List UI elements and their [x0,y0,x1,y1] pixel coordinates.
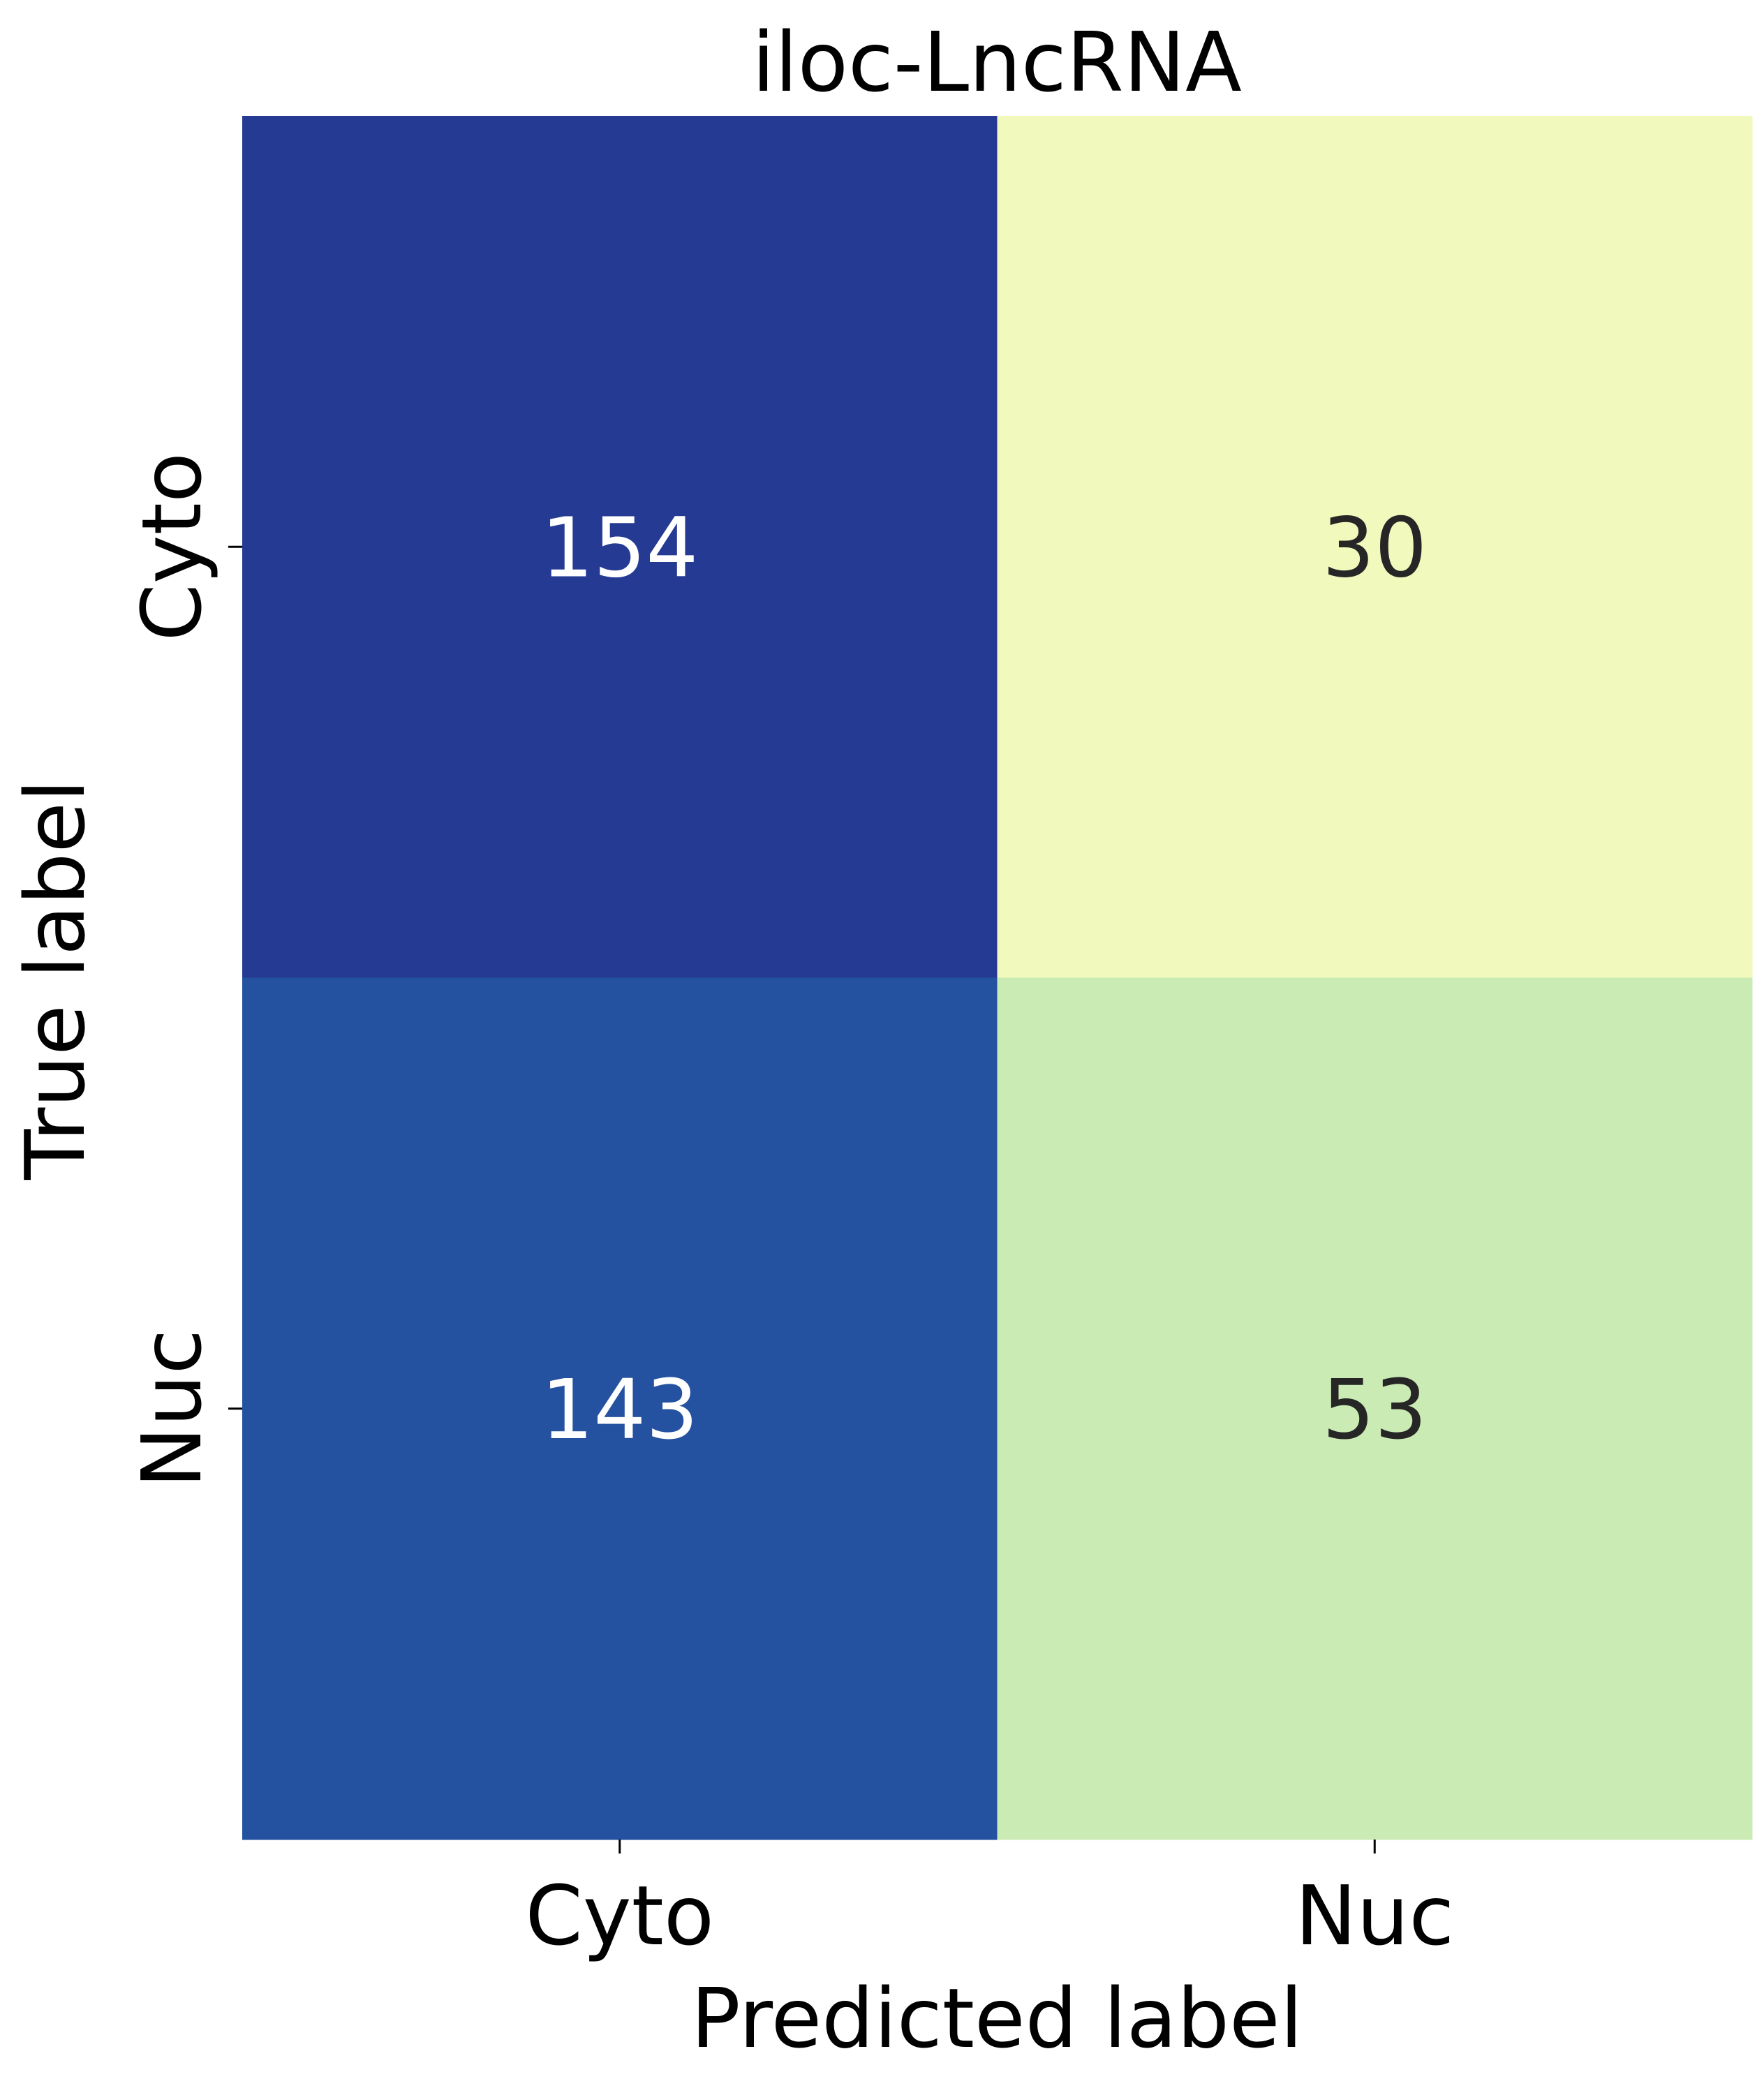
cell-value-label: 143 [541,1361,698,1458]
x-axis-label: Predicted label [691,1970,1303,2066]
y-tick-label: Cyto [124,452,220,642]
cell-value-label: 154 [541,499,698,595]
x-tick-label: Nuc [1295,1867,1454,1964]
heatmap-cells [242,116,1753,1840]
cell-value-label: 30 [1322,499,1427,595]
y-tick-label: Nuc [124,1329,220,1488]
chart-title: iloc-LncRNA [752,14,1242,110]
x-tick-label: Cyto [525,1867,714,1964]
cell-value-label: 53 [1322,1361,1427,1458]
y-axis-label: True label [7,779,103,1181]
